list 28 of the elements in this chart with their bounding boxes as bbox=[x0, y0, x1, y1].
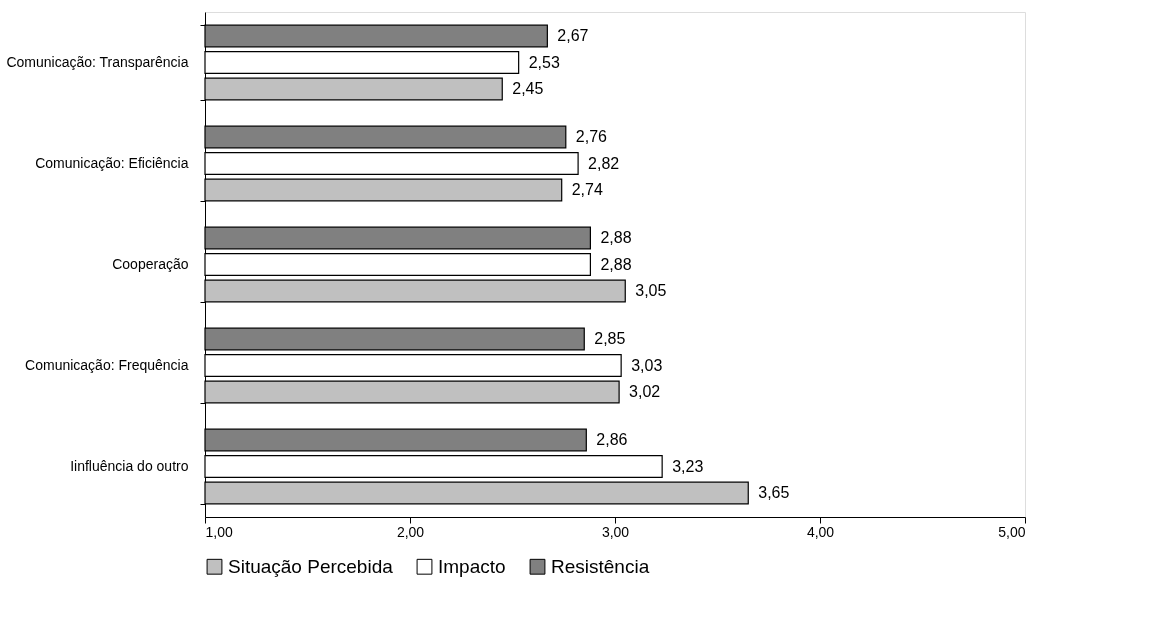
data-label: 3,23 bbox=[672, 457, 704, 475]
y-tick-label: Comunicação: Frequência bbox=[25, 357, 189, 373]
data-label: 2,85 bbox=[594, 330, 626, 347]
data-label: 3,02 bbox=[629, 383, 661, 400]
data-label: 2,53 bbox=[528, 53, 560, 71]
data-label: 2,67 bbox=[557, 27, 589, 44]
x-tick-label: 5,00 bbox=[998, 523, 1026, 540]
data-label: 2,82 bbox=[588, 154, 620, 172]
data-label: 2,45 bbox=[512, 80, 544, 97]
data-label: 2,88 bbox=[600, 255, 632, 273]
y-tick-label: Comunicação: Transparência bbox=[6, 54, 189, 70]
legend-label: Situação Percebida bbox=[228, 555, 394, 577]
y-tick-label: Cooperação bbox=[112, 256, 189, 272]
y-tick-label: Iinfluência do outro bbox=[70, 458, 189, 474]
data-label: 2,76 bbox=[575, 128, 608, 145]
y-tick-label: Comunicação: Eficiência bbox=[35, 155, 189, 171]
data-label: 2,74 bbox=[571, 181, 603, 198]
data-label: 2,86 bbox=[596, 431, 628, 448]
x-tick-label: 3,00 bbox=[601, 523, 630, 540]
x-tick-label: 2,00 bbox=[396, 523, 425, 540]
legend-label: Resistência bbox=[551, 555, 650, 577]
data-label: 2,88 bbox=[600, 229, 632, 246]
data-label: 3,65 bbox=[758, 484, 790, 501]
data-label: 3,03 bbox=[631, 356, 663, 374]
data-label: 3,05 bbox=[635, 282, 667, 299]
x-tick-label: 4,00 bbox=[806, 523, 835, 540]
x-tick-label: 1,00 bbox=[205, 523, 233, 540]
legend-label: Impacto bbox=[438, 555, 506, 577]
